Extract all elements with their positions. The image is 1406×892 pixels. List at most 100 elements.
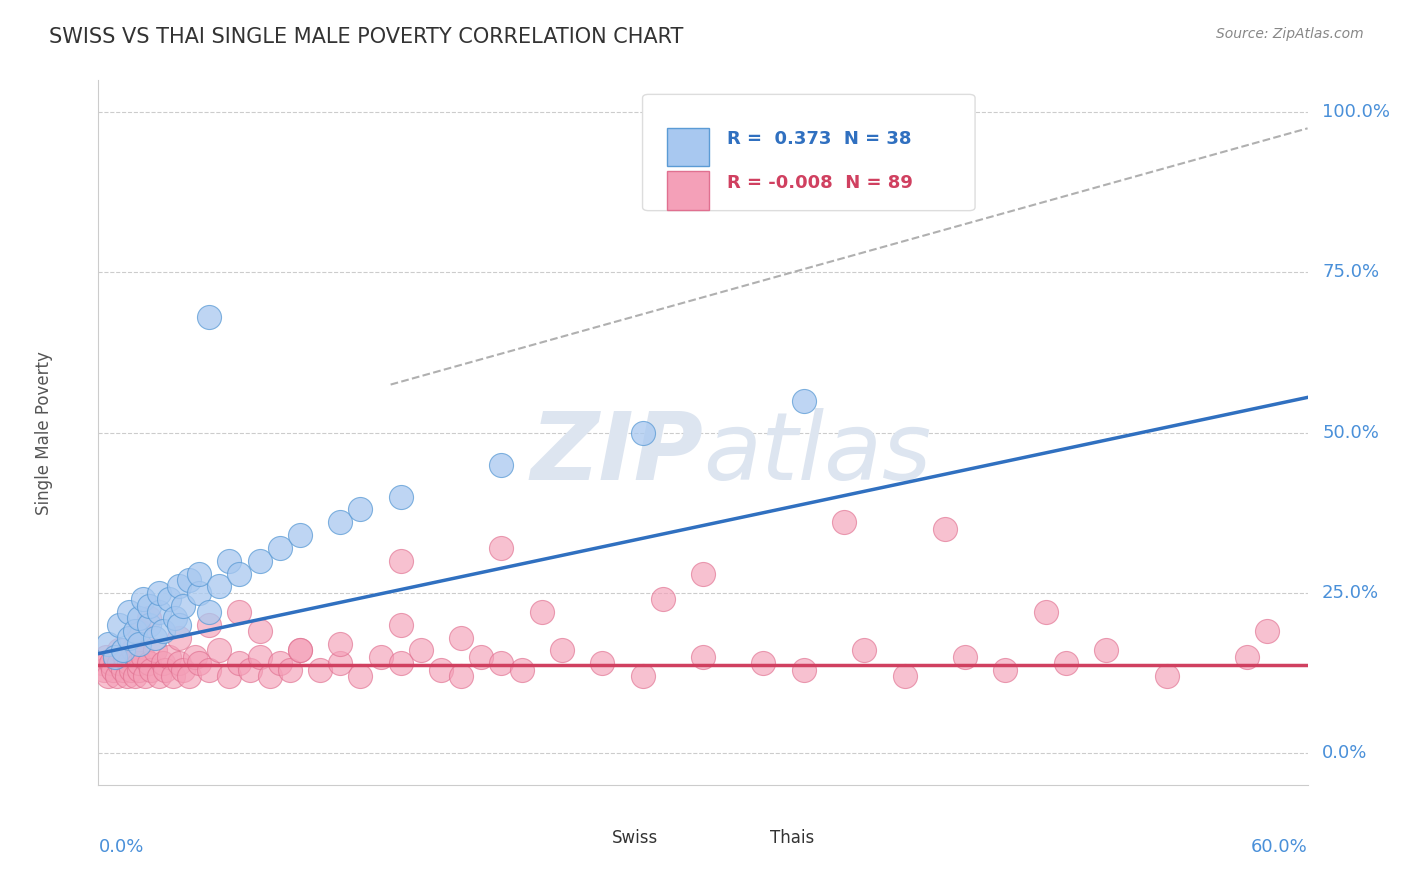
Point — [389, 657, 412, 671]
Point — [100, 657, 122, 671]
Point — [269, 657, 291, 671]
Point — [143, 643, 166, 657]
Point — [1156, 669, 1178, 683]
Point — [249, 649, 271, 664]
Point — [793, 393, 815, 408]
Point — [198, 663, 221, 677]
Point — [793, 663, 815, 677]
Point — [120, 663, 142, 677]
Point — [893, 669, 915, 683]
Point — [188, 657, 211, 671]
Point — [249, 624, 271, 639]
FancyBboxPatch shape — [716, 821, 761, 855]
Point — [692, 566, 714, 581]
Text: 100.0%: 100.0% — [1322, 103, 1391, 121]
Point — [124, 624, 146, 639]
Point — [1035, 605, 1057, 619]
Text: Single Male Poverty: Single Male Poverty — [35, 351, 53, 515]
Point — [121, 643, 143, 657]
Point — [132, 649, 155, 664]
Point — [470, 649, 492, 664]
Point — [259, 669, 281, 683]
Text: 0.0%: 0.0% — [98, 838, 143, 855]
Text: 75.0%: 75.0% — [1322, 263, 1379, 282]
Point — [349, 669, 371, 683]
Point — [591, 657, 613, 671]
Point — [551, 643, 574, 657]
Text: Source: ZipAtlas.com: Source: ZipAtlas.com — [1216, 27, 1364, 41]
Point — [953, 649, 976, 664]
Point — [118, 657, 141, 671]
Point — [124, 669, 146, 683]
Point — [138, 599, 160, 613]
Text: R =  0.373  N = 38: R = 0.373 N = 38 — [727, 130, 911, 148]
Text: ZIP: ZIP — [530, 408, 703, 500]
Point — [430, 663, 453, 677]
Point — [111, 643, 134, 657]
Point — [249, 554, 271, 568]
Point — [832, 516, 855, 530]
Point — [128, 611, 150, 625]
Point — [138, 617, 160, 632]
Point — [188, 566, 211, 581]
Point — [107, 643, 129, 657]
Point — [329, 657, 352, 671]
Point — [510, 663, 533, 677]
Point — [138, 611, 160, 625]
Point — [184, 649, 207, 664]
Text: atlas: atlas — [703, 409, 931, 500]
Point — [114, 649, 136, 664]
Point — [278, 663, 301, 677]
Point — [143, 631, 166, 645]
Point — [269, 541, 291, 555]
Point — [288, 643, 311, 657]
Point — [450, 669, 472, 683]
Point — [1054, 657, 1077, 671]
Point — [208, 579, 231, 593]
Point — [118, 605, 141, 619]
Point — [198, 605, 221, 619]
Point — [128, 624, 150, 639]
Point — [228, 605, 250, 619]
FancyBboxPatch shape — [558, 821, 603, 855]
Point — [188, 586, 211, 600]
Point — [692, 649, 714, 664]
Point — [107, 657, 129, 671]
Point — [111, 663, 134, 677]
Point — [994, 663, 1017, 677]
Point — [157, 649, 180, 664]
Point — [167, 579, 190, 593]
Point — [128, 637, 150, 651]
Text: SWISS VS THAI SINGLE MALE POVERTY CORRELATION CHART: SWISS VS THAI SINGLE MALE POVERTY CORREL… — [49, 27, 683, 46]
Point — [134, 669, 156, 683]
Text: Swiss: Swiss — [613, 829, 658, 847]
Point — [1095, 643, 1118, 657]
Point — [101, 663, 124, 677]
Point — [208, 643, 231, 657]
Point — [128, 663, 150, 677]
Point — [288, 528, 311, 542]
Point — [651, 592, 673, 607]
Point — [934, 522, 956, 536]
Point — [329, 516, 352, 530]
Point — [631, 425, 654, 440]
Point — [153, 663, 176, 677]
Point — [198, 310, 221, 325]
Point — [172, 663, 194, 677]
Point — [105, 669, 128, 683]
Point — [179, 669, 201, 683]
Point — [450, 631, 472, 645]
Point — [389, 617, 412, 632]
Point — [103, 649, 125, 664]
Point — [409, 643, 432, 657]
Text: 0.0%: 0.0% — [1322, 744, 1368, 762]
Point — [139, 663, 162, 677]
Point — [167, 617, 190, 632]
Point — [228, 566, 250, 581]
Point — [198, 617, 221, 632]
Text: Thais: Thais — [769, 829, 814, 847]
Text: R = -0.008  N = 89: R = -0.008 N = 89 — [727, 174, 912, 192]
Point — [162, 669, 184, 683]
Point — [172, 599, 194, 613]
Point — [491, 657, 513, 671]
